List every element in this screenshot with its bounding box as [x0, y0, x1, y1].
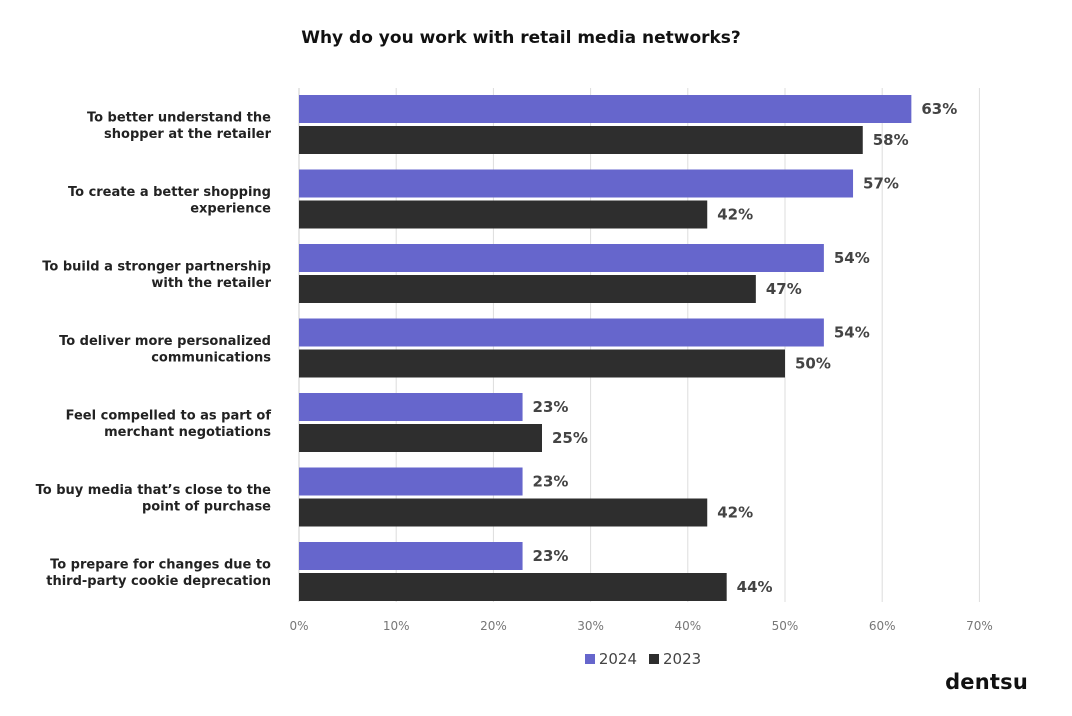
bar-2024: [299, 318, 824, 347]
data-label: 44%: [737, 578, 773, 596]
bar-2023: [299, 200, 708, 229]
data-label: 63%: [921, 100, 957, 118]
bar-2024: [299, 393, 523, 421]
category-label: Feel compelled to as part of: [66, 409, 272, 424]
category-label: third-party cookie deprecation: [46, 574, 271, 589]
data-label: 57%: [863, 175, 899, 193]
bar-2024: [299, 95, 912, 123]
bar-2024: [299, 169, 854, 198]
category-label: point of purchase: [142, 500, 271, 515]
legend: 2024 2023: [0, 650, 1072, 668]
data-label: 42%: [717, 206, 753, 224]
x-tick-label: 20%: [480, 619, 507, 633]
bar-2023: [299, 498, 708, 527]
legend-item-2023: 2023: [649, 650, 701, 668]
legend-swatch-2024: [584, 654, 595, 664]
category-label: communications: [151, 351, 271, 366]
data-label: 50%: [795, 355, 831, 373]
category-label: with the retailer: [151, 276, 271, 291]
x-tick-label: 40%: [674, 619, 701, 633]
category-label: To build a stronger partnership: [42, 260, 271, 275]
data-label: 23%: [533, 547, 569, 565]
legend-swatch-2023: [649, 654, 659, 664]
category-label: To prepare for changes due to: [50, 558, 271, 573]
data-label: 23%: [533, 473, 569, 491]
category-label: To better understand the: [87, 111, 271, 126]
chart-title: Why do you work with retail media networ…: [301, 28, 741, 48]
bar-2023: [299, 275, 756, 303]
category-label: experience: [190, 202, 271, 217]
x-tick-label: 0%: [289, 619, 308, 633]
category-label: To buy media that’s close to the: [36, 483, 272, 498]
brand-logo: dentsu: [945, 670, 1028, 694]
x-tick-label: 50%: [772, 619, 799, 633]
legend-label-2024: 2024: [598, 650, 637, 668]
legend-item-2024: 2024: [584, 650, 637, 668]
category-label: merchant negotiations: [104, 425, 271, 440]
data-label: 54%: [834, 324, 870, 342]
bar-2023: [299, 349, 785, 378]
x-tick-label: 10%: [383, 619, 410, 633]
bar-2024: [299, 244, 824, 272]
category-label: To create a better shopping: [68, 185, 271, 200]
legend-label-2023: 2023: [663, 650, 702, 668]
category-label: To deliver more personalized: [59, 334, 271, 349]
bar-2023: [299, 573, 727, 601]
x-tick-label: 60%: [869, 619, 896, 633]
bar-2024: [299, 467, 523, 496]
x-tick-label: 30%: [577, 619, 604, 633]
data-label: 23%: [533, 398, 569, 416]
data-label: 54%: [834, 249, 870, 267]
category-label: shopper at the retailer: [104, 127, 272, 142]
bar-2023: [299, 424, 542, 452]
bar-2024: [299, 542, 523, 570]
data-label: 58%: [873, 131, 909, 149]
x-tick-label: 70%: [966, 619, 993, 633]
data-label: 25%: [552, 429, 588, 447]
data-label: 42%: [717, 504, 753, 522]
bar-2023: [299, 126, 863, 154]
data-label: 47%: [766, 280, 802, 298]
